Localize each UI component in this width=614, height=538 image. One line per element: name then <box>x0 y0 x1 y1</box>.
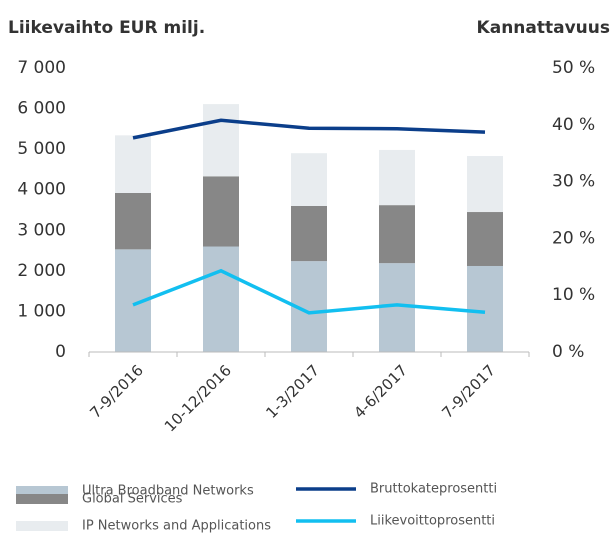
x-tick-label: 7-9/2016 <box>86 361 147 422</box>
line <box>132 118 486 140</box>
bar <box>203 176 239 247</box>
bar <box>203 246 239 352</box>
legend-label: Global Services <box>82 492 183 507</box>
bar <box>467 212 503 266</box>
x-tick-label: 4-6/2017 <box>350 361 411 422</box>
y-tick-label: 6 000 <box>17 99 66 119</box>
bar <box>467 156 503 213</box>
bar <box>291 153 327 206</box>
bar <box>379 205 415 264</box>
y-tick-label: 4 000 <box>17 180 66 200</box>
y-tick-label: 0 <box>55 342 66 362</box>
y-tick-label: 3 000 <box>17 220 66 240</box>
legend-swatch <box>16 494 68 504</box>
y2-tick-label: 10 % <box>552 285 595 305</box>
legend-label: Bruttokateprosentti <box>370 482 497 497</box>
line <box>132 268 486 315</box>
y-tick-label: 1 000 <box>17 301 66 321</box>
legend-label: IP Networks and Applications <box>82 519 271 534</box>
legend-swatch <box>16 486 68 496</box>
x-tick-label: 1-3/2017 <box>262 361 323 422</box>
bar <box>115 192 151 250</box>
bar <box>115 135 151 193</box>
bar <box>467 265 503 352</box>
chart-title: Liikevaihto EUR milj. <box>8 18 205 38</box>
y2-tick-label: 40 % <box>552 115 595 135</box>
x-tick-label: 10-12/2016 <box>161 361 235 435</box>
bar <box>203 104 239 177</box>
y-tick-label: 5 000 <box>17 139 66 159</box>
bar <box>379 149 415 206</box>
y2-tick-label: 0 % <box>552 342 584 362</box>
bar <box>291 205 327 262</box>
y2-title: Kannattavuus <box>477 18 610 38</box>
legend-label: Liikevoittoprosentti <box>370 514 495 529</box>
y-tick-label: 2 000 <box>17 261 66 281</box>
legend-swatch <box>16 521 68 531</box>
y2-tick-label: 20 % <box>552 228 595 248</box>
y2-tick-label: 30 % <box>552 172 595 192</box>
legend-label: Ultra Broadband Networks <box>82 484 254 499</box>
x-tick-label: 7-9/2017 <box>438 361 499 422</box>
y-tick-label: 7 000 <box>17 58 66 78</box>
y2-tick-label: 50 % <box>552 58 595 78</box>
